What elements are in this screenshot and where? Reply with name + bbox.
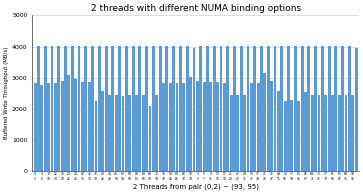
- Bar: [351, 95, 354, 171]
- Bar: [34, 83, 37, 171]
- Bar: [166, 46, 168, 171]
- Bar: [196, 81, 199, 171]
- Bar: [186, 46, 189, 171]
- Bar: [331, 95, 334, 171]
- Bar: [135, 95, 138, 171]
- Bar: [81, 82, 84, 171]
- Bar: [88, 82, 91, 171]
- Bar: [253, 46, 256, 171]
- Bar: [159, 46, 162, 171]
- Bar: [172, 46, 175, 171]
- Bar: [270, 81, 273, 171]
- Bar: [162, 83, 165, 171]
- Bar: [246, 46, 249, 171]
- Bar: [128, 95, 131, 171]
- Bar: [145, 46, 148, 171]
- Bar: [138, 46, 141, 171]
- Bar: [250, 83, 253, 171]
- Bar: [287, 46, 290, 171]
- Bar: [61, 81, 64, 171]
- Bar: [284, 101, 287, 171]
- Bar: [199, 46, 202, 171]
- Bar: [108, 95, 111, 171]
- Y-axis label: Buffered Write Throughput (MB/s): Buffered Write Throughput (MB/s): [4, 47, 9, 139]
- Bar: [314, 46, 317, 171]
- Bar: [226, 46, 229, 171]
- X-axis label: 2 Threads from pair (0,2) ~ (93, 95): 2 Threads from pair (0,2) ~ (93, 95): [132, 183, 258, 190]
- Bar: [111, 46, 114, 171]
- Bar: [118, 46, 121, 171]
- Bar: [216, 82, 219, 171]
- Title: 2 threads with different NUMA binding options: 2 threads with different NUMA binding op…: [91, 4, 301, 13]
- Bar: [223, 83, 226, 171]
- Bar: [321, 46, 324, 171]
- Bar: [132, 46, 135, 171]
- Bar: [68, 75, 70, 171]
- Bar: [220, 46, 223, 171]
- Bar: [260, 46, 263, 171]
- Bar: [267, 46, 270, 171]
- Bar: [98, 46, 101, 171]
- Bar: [148, 106, 151, 171]
- Bar: [64, 46, 67, 171]
- Bar: [240, 46, 243, 171]
- Bar: [84, 46, 87, 171]
- Bar: [294, 46, 297, 171]
- Bar: [230, 95, 233, 171]
- Bar: [169, 83, 172, 171]
- Bar: [192, 48, 195, 171]
- Bar: [91, 46, 94, 171]
- Bar: [297, 101, 300, 171]
- Bar: [50, 46, 53, 171]
- Bar: [243, 95, 246, 171]
- Bar: [290, 100, 293, 171]
- Bar: [307, 46, 310, 171]
- Bar: [233, 46, 236, 171]
- Bar: [101, 91, 104, 171]
- Bar: [105, 46, 107, 171]
- Bar: [203, 82, 205, 171]
- Bar: [348, 46, 351, 171]
- Bar: [40, 85, 43, 171]
- Bar: [209, 82, 212, 171]
- Bar: [176, 83, 179, 171]
- Bar: [324, 95, 327, 171]
- Bar: [94, 101, 97, 171]
- Bar: [274, 46, 277, 171]
- Bar: [304, 92, 307, 171]
- Bar: [179, 46, 182, 171]
- Bar: [213, 46, 216, 171]
- Bar: [355, 48, 358, 171]
- Bar: [37, 46, 40, 171]
- Bar: [318, 95, 321, 171]
- Bar: [280, 46, 283, 171]
- Bar: [44, 46, 47, 171]
- Bar: [341, 46, 344, 171]
- Bar: [74, 79, 77, 171]
- Bar: [334, 46, 337, 171]
- Bar: [122, 96, 125, 171]
- Bar: [142, 95, 145, 171]
- Bar: [57, 46, 60, 171]
- Bar: [206, 46, 209, 171]
- Bar: [155, 95, 158, 171]
- Bar: [311, 95, 314, 171]
- Bar: [47, 83, 50, 171]
- Bar: [277, 91, 280, 171]
- Bar: [71, 46, 74, 171]
- Bar: [257, 83, 260, 171]
- Bar: [301, 46, 303, 171]
- Bar: [338, 95, 340, 171]
- Bar: [125, 46, 128, 171]
- Bar: [54, 83, 57, 171]
- Bar: [236, 95, 239, 171]
- Bar: [115, 95, 118, 171]
- Bar: [152, 46, 155, 171]
- Bar: [189, 77, 192, 171]
- Bar: [344, 95, 347, 171]
- Bar: [328, 46, 331, 171]
- Bar: [78, 46, 81, 171]
- Bar: [264, 73, 266, 171]
- Bar: [182, 83, 185, 171]
